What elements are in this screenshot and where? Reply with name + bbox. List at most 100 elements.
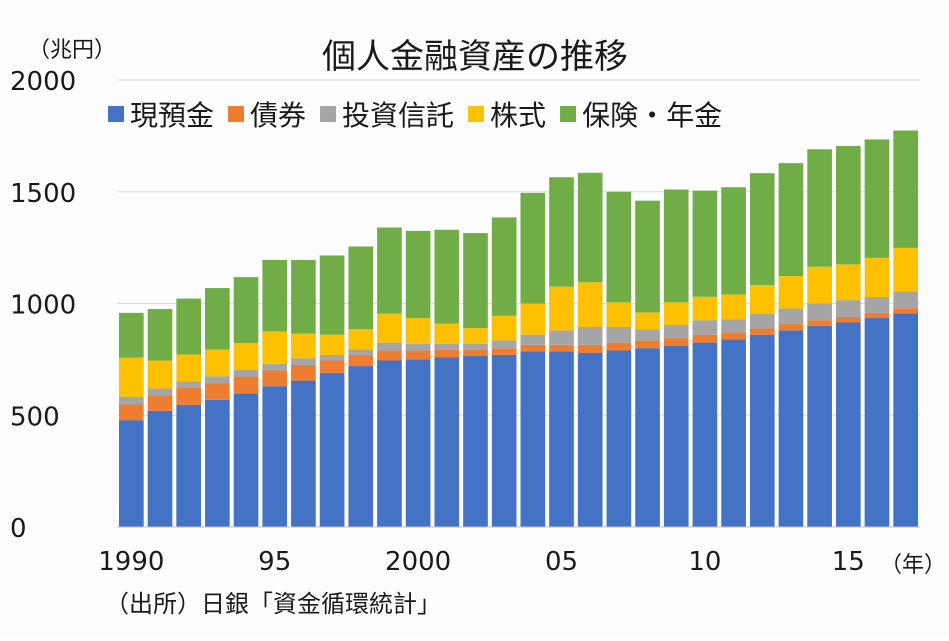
legend-swatch: [108, 106, 124, 122]
bar-segment-1997-4: [319, 255, 345, 335]
bar-segment-1996-4: [291, 259, 316, 334]
bar-segment-2011-3: [721, 294, 746, 320]
bar-segment-2017-4: [893, 130, 918, 248]
bar-segment-2012-4: [749, 173, 775, 285]
bar-segment-2014-2: [807, 303, 832, 321]
bar-segment-2003-3: [491, 315, 517, 341]
bar-segment-1995-1: [262, 370, 288, 387]
bar-segment-2007-3: [606, 302, 632, 327]
bar-segment-2016-0: [864, 318, 890, 527]
x-tick-label: 1990: [98, 547, 164, 577]
bar-segment-2005-2: [549, 330, 574, 345]
bar-segment-2007-4: [606, 191, 632, 303]
bar-segment-1993-1: [205, 383, 230, 400]
chart-title: 個人金融資産の推移: [322, 37, 628, 77]
bar-segment-2007-1: [606, 342, 632, 351]
axes: 0 500 1000 1500 2000 1990 95 2000 05 10 15: [10, 67, 920, 577]
legend-label: 投資信託: [342, 99, 454, 132]
bar-segment-2003-2: [491, 340, 517, 349]
bar-segment-1992-0: [176, 404, 202, 527]
bar-segment-2017-0: [893, 313, 918, 527]
bar-segment-2015-0: [835, 322, 861, 527]
bar-segment-2016-1: [864, 312, 890, 319]
bar-segment-2015-3: [835, 264, 861, 301]
bar-segment-1993-3: [205, 349, 230, 377]
bar-segment-2015-2: [835, 300, 861, 317]
bar-segment-2011-4: [721, 187, 746, 295]
legend-swatch: [560, 106, 577, 122]
bar-segment-1991-2: [147, 388, 173, 396]
x-tick-label: 95: [258, 547, 291, 577]
bar-segment-1998-3: [348, 329, 374, 350]
legend-label: 現預金: [130, 99, 214, 132]
bar-segment-2013-3: [778, 276, 804, 309]
x-tick-label: 05: [545, 547, 578, 577]
bar-segment-2014-3: [807, 266, 832, 304]
bar-segment-2002-1: [463, 349, 488, 357]
bar-segment-1996-2: [291, 358, 316, 365]
bar-segment-1994-0: [233, 393, 259, 527]
bar-segment-1990-0: [119, 420, 144, 527]
legend: 現預金 債券 投資信託 株式 保険・年金: [108, 99, 722, 132]
bar-segment-1998-4: [348, 246, 374, 330]
bar-segment-2006-3: [577, 282, 603, 327]
bar-segment-2010-4: [692, 190, 718, 297]
bar-segment-1993-0: [205, 399, 230, 527]
bar-segment-2010-3: [692, 296, 718, 321]
bar-segment-2011-0: [721, 339, 746, 527]
bar-segment-1991-4: [147, 309, 173, 361]
bar-segment-2001-3: [434, 323, 460, 344]
bar-segment-2017-2: [893, 291, 918, 309]
bar-segment-2006-0: [577, 352, 603, 527]
bar-segment-2014-1: [807, 320, 832, 326]
bar-segment-2011-2: [721, 319, 746, 333]
bar-segment-2001-0: [434, 357, 460, 527]
bar-segment-1990-4: [119, 312, 144, 358]
bar-segment-1991-3: [147, 360, 173, 389]
bar-segment-2004-2: [520, 334, 546, 345]
bar-segment-1991-1: [147, 395, 173, 411]
bar-segment-2010-2: [692, 320, 718, 335]
bar-segment-2003-4: [491, 217, 517, 316]
bars: [119, 130, 918, 528]
x-tick-label: 2000: [385, 547, 451, 577]
bar-segment-2008-4: [635, 200, 660, 313]
legend-label: 債券: [250, 99, 306, 132]
bar-segment-2009-0: [663, 345, 689, 527]
bar-segment-2012-2: [749, 314, 775, 329]
bar-segment-1991-0: [147, 410, 173, 527]
bar-segment-1994-3: [233, 343, 259, 370]
bar-segment-1998-0: [348, 366, 374, 527]
bar-segment-1998-2: [348, 349, 374, 355]
bar-segment-2006-1: [577, 344, 603, 353]
bar-segment-1992-1: [176, 387, 202, 405]
bar-segment-2005-1: [549, 344, 574, 352]
bar-segment-2000-2: [405, 343, 431, 351]
bar-segment-2011-1: [721, 332, 746, 340]
bar-segment-1990-3: [119, 357, 144, 397]
bar-segment-2000-4: [405, 230, 431, 319]
bar-segment-2013-4: [778, 163, 804, 277]
bar-segment-1995-0: [262, 386, 288, 527]
y-axis-unit: （兆円）: [28, 38, 116, 63]
bar-segment-2017-3: [893, 247, 918, 292]
bar-segment-2004-3: [520, 303, 546, 335]
bar-segment-2002-2: [463, 343, 488, 350]
bar-segment-1994-4: [233, 277, 259, 344]
bar-segment-2001-2: [434, 343, 460, 350]
bar-segment-2008-2: [635, 329, 660, 341]
bar-segment-2016-2: [864, 297, 890, 313]
bar-segment-1999-0: [377, 360, 402, 527]
bar-segment-2016-3: [864, 257, 890, 298]
bar-segment-2013-2: [778, 308, 804, 325]
x-tick-label: 10: [688, 547, 721, 577]
bar-segment-2003-1: [491, 348, 517, 355]
bar-segment-2012-0: [749, 334, 775, 527]
bar-segment-2002-0: [463, 356, 488, 527]
bar-segment-2014-4: [807, 149, 832, 267]
bar-segment-1990-2: [119, 396, 144, 405]
bar-segment-2000-3: [405, 318, 431, 344]
bar-segment-2015-1: [835, 316, 861, 323]
bar-segment-2005-4: [549, 177, 574, 287]
